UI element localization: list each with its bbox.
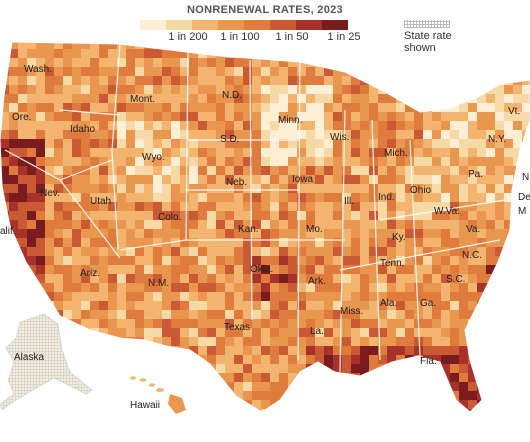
state-label-tn: Tenn.	[380, 258, 404, 269]
legend-bin-label-100: 1 in 100	[220, 31, 260, 43]
map-legend: NONRENEWAL RATES, 2023 1 in 200 1 in 100…	[0, 0, 530, 60]
state-label-ms: Miss.	[340, 306, 363, 317]
state-label-nv: Nev.	[40, 188, 60, 199]
hawaii-inset	[130, 376, 186, 414]
state-label-al: Ala.	[380, 298, 397, 309]
state-label-az: Ariz.	[80, 268, 100, 279]
state-label-ga: Ga.	[420, 298, 436, 309]
state-label-la: La.	[310, 326, 324, 337]
state-label-ne: Neb.	[226, 177, 247, 188]
legend-swatch	[218, 20, 244, 30]
state-label-va: Va.	[466, 224, 480, 235]
legend-swatch	[140, 20, 166, 30]
state-rate-label-line1: State rate	[404, 30, 452, 42]
state-rate-label-line2: shown	[404, 42, 436, 54]
alaska-shape	[0, 313, 93, 411]
state-label-tx: Texas	[224, 322, 250, 333]
state-label-wv: W.Va.	[434, 206, 460, 217]
state-label-pa: Pa.	[468, 169, 483, 180]
state-label-ks: Kan.	[238, 224, 259, 235]
legend-swatch	[322, 20, 348, 30]
state-label-wi: Wis.	[330, 132, 349, 143]
legend-bin-label-200: 1 in 200	[168, 31, 208, 43]
us-outline	[0, 41, 530, 413]
state-label-mn: Minn.	[278, 115, 302, 126]
state-label-ok: Okla.	[250, 264, 273, 275]
legend-swatch	[244, 20, 270, 30]
state-rate-hatch-swatch	[404, 20, 450, 28]
state-label-vt: Vt.	[508, 106, 520, 117]
state-label-co: Colo.	[158, 212, 181, 223]
state-labels: Wash. Ore. Idaho Mont. Wyo. N.D. S.D. Minn. Wis.…	[0, 64, 530, 411]
state-label-ar: Ark.	[308, 276, 326, 287]
state-label-nd: N.D.	[222, 90, 242, 101]
state-label-ny: N.Y.	[488, 134, 506, 145]
state-label-nc: N.C.	[462, 250, 482, 261]
state-label-mt: Mont.	[130, 94, 155, 105]
legend-swatch	[296, 20, 322, 30]
state-label-nj: N	[522, 172, 529, 183]
state-label-wy: Wyo.	[142, 152, 165, 163]
state-label-de: De	[518, 192, 530, 203]
state-label-md: M	[518, 206, 526, 217]
state-label-fl: Fla.	[420, 356, 437, 367]
state-rate-legend-label: State rate shown	[404, 30, 474, 54]
state-label-ky: Ky.	[392, 232, 406, 243]
state-label-il: Ill.	[344, 196, 354, 207]
state-borders	[4, 43, 506, 373]
state-label-ia: Iowa	[292, 174, 314, 185]
legend-swatch	[192, 20, 218, 30]
state-label-or: Ore.	[12, 112, 31, 123]
state-label-wa: Wash.	[24, 64, 52, 75]
state-label-sc: S.C.	[446, 274, 465, 285]
legend-swatch	[270, 20, 296, 30]
state-label-hi: Hawaii	[130, 400, 160, 411]
legend-bin-label-50: 1 in 50	[275, 31, 309, 43]
state-label-ak: Alaska	[14, 352, 44, 363]
legend-title: NONRENEWAL RATES, 2023	[187, 4, 343, 16]
state-label-id: Idaho	[70, 124, 95, 135]
state-label-sd: S.D.	[220, 134, 239, 145]
state-label-in: Ind.	[378, 192, 395, 203]
state-label-oh: Ohio	[410, 185, 432, 196]
state-label-mo: Mo.	[306, 224, 323, 235]
state-label-mi: Mich.	[384, 148, 408, 159]
state-label-ut: Utah	[90, 196, 111, 207]
state-label-ca: alif.	[0, 226, 16, 237]
state-label-nm: N.M.	[148, 278, 169, 289]
legend-bin-label-25: 1 in 25	[327, 31, 361, 43]
county-fill-layer	[0, 42, 530, 412]
alaska-inset	[0, 313, 93, 411]
legend-swatch	[166, 20, 192, 30]
